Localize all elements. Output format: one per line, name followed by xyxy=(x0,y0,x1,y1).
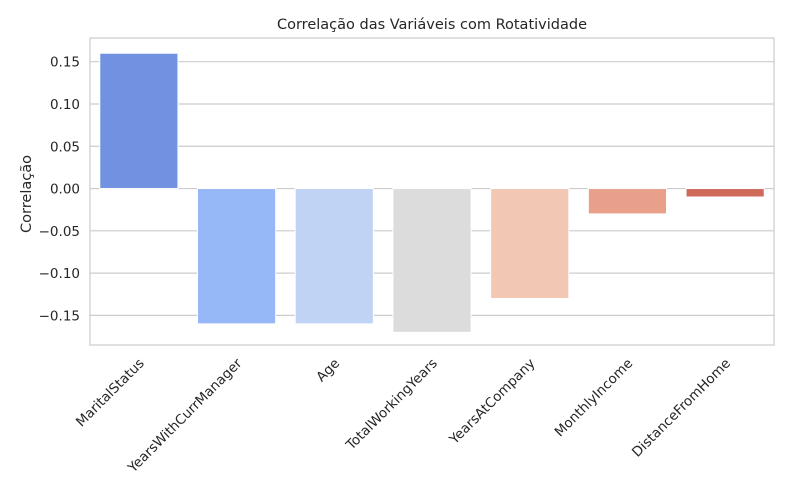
y-tick-label: 0.10 xyxy=(50,97,80,113)
bar-yearsatcompany xyxy=(490,188,570,299)
x-tick-label: YearsWithCurrManager xyxy=(124,355,245,476)
bar-distancefromhome xyxy=(685,188,765,198)
x-tick-label: MaritalStatus xyxy=(73,356,148,431)
chart-title: Correlação das Variáveis com Rotatividad… xyxy=(277,17,587,33)
y-tick-label: 0.05 xyxy=(50,139,80,155)
x-tick-label: TotalWorkingYears xyxy=(342,356,440,454)
bar-age xyxy=(294,188,374,325)
bar-monthlyincome xyxy=(587,188,668,215)
bar-yearswithcurrmanager xyxy=(196,188,277,325)
x-tick-label: DistanceFromHome xyxy=(629,356,734,461)
bar-totalworkingyears xyxy=(392,188,472,333)
y-tick-label: −0.10 xyxy=(39,266,80,282)
y-tick-label: −0.15 xyxy=(39,308,80,324)
x-tick-label: YearsAtCompany xyxy=(446,356,539,449)
plot-frame xyxy=(89,37,775,346)
x-tick-label: MonthlyIncome xyxy=(552,356,637,441)
y-axis-label: Correlação xyxy=(19,155,35,233)
y-tick-label: −0.05 xyxy=(39,224,80,240)
bar-maritalstatus xyxy=(99,52,179,190)
bars xyxy=(99,52,765,333)
y-tick-label: 0.00 xyxy=(50,182,80,198)
y-tick-label: 0.15 xyxy=(50,55,80,71)
x-tick-label: Age xyxy=(313,356,343,386)
y-tick-labels: 0.15 0.10 0.05 0.00 −0.05 −0.10 −0.15 xyxy=(39,55,80,325)
